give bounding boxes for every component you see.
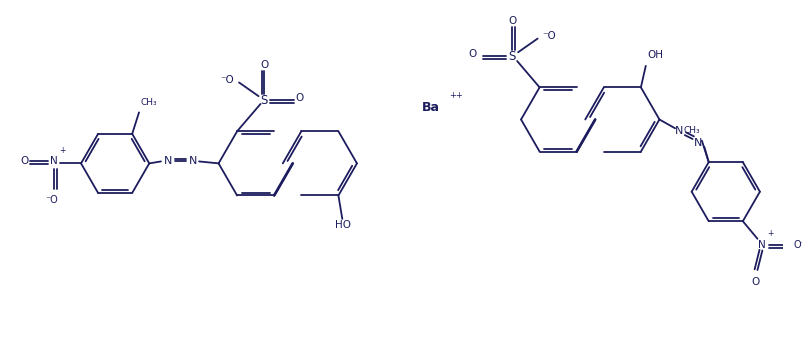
Text: ⁻O: ⁻O — [542, 31, 557, 41]
Text: O: O — [20, 156, 29, 166]
Text: S: S — [508, 50, 516, 63]
Text: ⁻O: ⁻O — [46, 195, 58, 205]
Text: O⁻: O⁻ — [794, 240, 802, 250]
Text: O: O — [751, 277, 759, 287]
Text: O: O — [295, 93, 304, 103]
Text: +: + — [767, 229, 773, 238]
Text: CH₃: CH₃ — [141, 97, 158, 107]
Text: +: + — [59, 146, 66, 155]
Text: N: N — [674, 126, 683, 136]
Text: ⁻O: ⁻O — [221, 74, 234, 84]
Text: N: N — [189, 156, 197, 166]
Text: S: S — [261, 93, 268, 107]
Text: N: N — [164, 156, 172, 166]
Text: N: N — [50, 156, 58, 166]
Text: CH₃: CH₃ — [683, 126, 700, 135]
Text: OH: OH — [648, 50, 664, 60]
Text: HO: HO — [335, 220, 351, 230]
Text: Ba: Ba — [423, 101, 440, 114]
Text: ++: ++ — [449, 91, 463, 100]
Text: N: N — [759, 240, 766, 250]
Text: O: O — [468, 49, 476, 59]
Text: O: O — [508, 16, 516, 26]
Text: O: O — [261, 60, 269, 70]
Text: N: N — [695, 138, 703, 148]
